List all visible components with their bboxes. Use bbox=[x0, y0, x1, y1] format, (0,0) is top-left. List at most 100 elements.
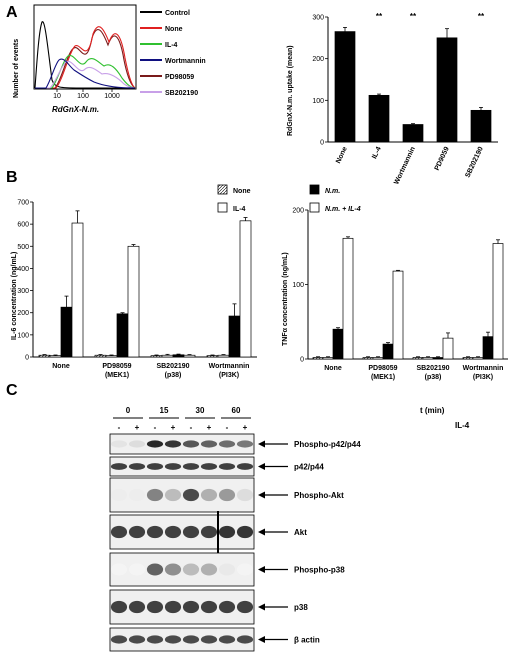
x-category-label: Wortmannin (PI3K) bbox=[209, 363, 250, 379]
bar bbox=[322, 357, 334, 360]
x-category-label: PD9059 bbox=[434, 146, 451, 172]
bar bbox=[105, 355, 118, 358]
flow-legend-label: PD98059 bbox=[165, 74, 194, 81]
blot-band bbox=[164, 463, 182, 470]
y-tick-label: 0 bbox=[300, 357, 304, 364]
x-category-label: None bbox=[52, 363, 70, 370]
legend-swatch bbox=[217, 202, 228, 213]
bar bbox=[60, 306, 73, 358]
tnf-ylabel: TNFα concentration (ng/mL) bbox=[282, 252, 289, 346]
blot-band bbox=[200, 635, 218, 644]
timepoint-label: 0 bbox=[126, 406, 131, 415]
blot-band bbox=[182, 525, 200, 539]
y-tick-label: 100 bbox=[17, 332, 29, 339]
bar bbox=[372, 357, 384, 360]
y-tick-label: 600 bbox=[17, 222, 29, 229]
bar bbox=[462, 357, 474, 360]
blot-band bbox=[110, 635, 128, 644]
y-tick-label: 500 bbox=[17, 244, 29, 251]
blot-strip bbox=[109, 627, 255, 652]
blot-strip bbox=[109, 433, 255, 455]
row-label: p38 bbox=[294, 603, 308, 612]
treatment-sign: - bbox=[118, 423, 121, 432]
blot-band bbox=[164, 525, 182, 539]
row-label: Phospho-Akt bbox=[294, 491, 344, 500]
blot-band bbox=[218, 525, 236, 539]
blot-row: Akt bbox=[109, 514, 307, 550]
row-arrow-head bbox=[258, 566, 265, 573]
bar bbox=[472, 357, 484, 360]
blot-band bbox=[146, 440, 164, 448]
y-tick-label: 400 bbox=[17, 266, 29, 273]
blot-band bbox=[128, 635, 146, 644]
blot-band bbox=[146, 463, 164, 470]
x-category-label: SB202190 (p38) bbox=[416, 365, 449, 381]
row-arrow-head bbox=[258, 603, 265, 611]
blot-row: p42/p44 bbox=[109, 456, 324, 477]
blot-band bbox=[146, 635, 164, 644]
blot-band bbox=[164, 635, 182, 644]
il6-ylabel: IL-6 concentration (ng/mL) bbox=[11, 252, 18, 340]
flow-curve-sb202190 bbox=[35, 60, 136, 89]
blot-band bbox=[182, 440, 200, 448]
blot-band bbox=[182, 600, 200, 614]
blot-band bbox=[218, 563, 236, 576]
flow-xlabel: RdGnX-N.m. bbox=[52, 105, 99, 114]
blot-row: Phospho-Akt bbox=[109, 477, 344, 513]
il4-label: IL-4 bbox=[455, 421, 470, 430]
bar bbox=[392, 270, 404, 360]
blot-band bbox=[182, 563, 200, 576]
bar bbox=[150, 355, 163, 358]
blot-band bbox=[146, 488, 164, 502]
bar bbox=[432, 357, 444, 360]
x-category-label: None bbox=[335, 146, 349, 165]
time-label: t (min) bbox=[420, 406, 445, 415]
x-category-label: Wortmannin bbox=[393, 146, 417, 186]
treatment-sign: - bbox=[154, 423, 157, 432]
flow-curve-il4 bbox=[35, 54, 136, 89]
blot-band bbox=[110, 440, 128, 448]
uptake-ylabel: RdGnX-N.m. uptake (mean) bbox=[287, 45, 294, 136]
treatment-sign: - bbox=[190, 423, 193, 432]
blot-band bbox=[182, 488, 200, 502]
y-tick-label: 300 bbox=[17, 288, 29, 295]
row-arrow-head bbox=[258, 636, 265, 643]
bar bbox=[362, 357, 374, 360]
blot-band bbox=[218, 488, 236, 502]
blot-band bbox=[128, 563, 146, 576]
treatment-sign: + bbox=[135, 423, 140, 432]
panel-label-c: C bbox=[6, 382, 18, 399]
blot-band bbox=[146, 563, 164, 576]
blot-band bbox=[218, 440, 236, 448]
flow-xticks: 10 100 1000 bbox=[53, 89, 120, 100]
blot-band bbox=[164, 563, 182, 576]
flow-xtick-label: 100 bbox=[77, 93, 89, 100]
blot-band bbox=[128, 525, 146, 539]
blot-band bbox=[146, 600, 164, 614]
bar bbox=[94, 354, 107, 358]
blot-band bbox=[236, 440, 254, 448]
row-label: β actin bbox=[294, 636, 320, 645]
bar bbox=[402, 124, 424, 143]
blot-band bbox=[218, 600, 236, 614]
treatment-sign: + bbox=[171, 423, 176, 432]
bar bbox=[49, 355, 62, 358]
flow-curve-pd98059 bbox=[35, 29, 136, 89]
bar bbox=[217, 354, 230, 358]
flow-legend-label: Control bbox=[165, 10, 190, 17]
legend-label: None bbox=[233, 188, 251, 195]
blot-band bbox=[218, 635, 236, 644]
western-blot: t (min) IL-4 0 15 30 60- + - + - + - +Phospho-p42/… bbox=[109, 406, 470, 652]
flow-curve-none bbox=[35, 26, 136, 89]
blot-band bbox=[110, 463, 128, 470]
panel-label-a: A bbox=[6, 4, 18, 21]
x-category-label: SB202190 (p38) bbox=[156, 363, 189, 379]
legend-swatch bbox=[217, 184, 228, 195]
flow-ylabel: Number of events bbox=[13, 39, 20, 98]
blot-band bbox=[110, 488, 128, 502]
flow-legend: Control None IL-4 Wortmannin PD98059 SB202190 bbox=[140, 10, 206, 97]
row-label: Phospho-p38 bbox=[294, 566, 345, 575]
bar bbox=[334, 31, 356, 143]
blot-band bbox=[182, 635, 200, 644]
y-tick-label: 200 bbox=[312, 56, 324, 63]
